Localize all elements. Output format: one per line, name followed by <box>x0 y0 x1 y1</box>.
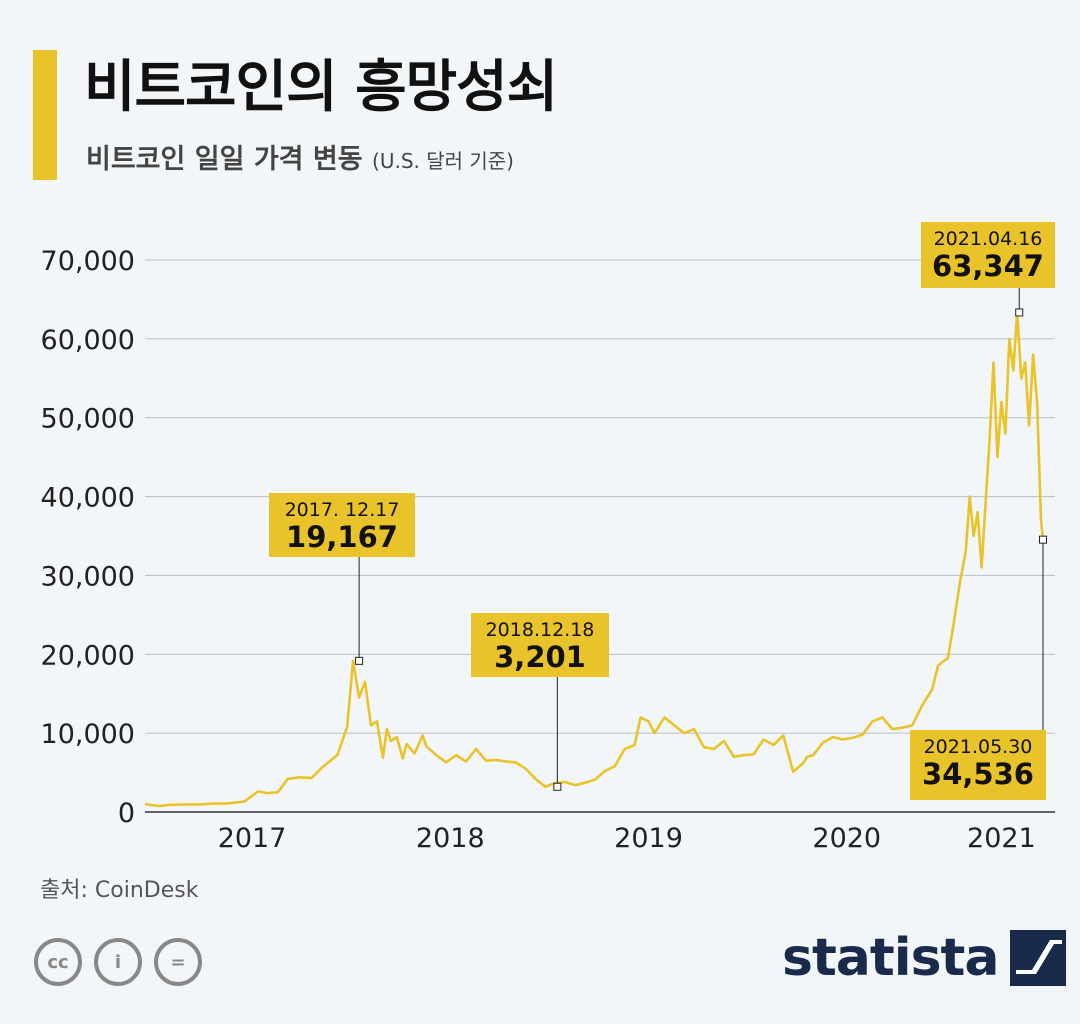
annotation-date: 2017. 12.17 <box>285 499 400 521</box>
annotation-marker <box>1039 535 1048 544</box>
y-tick-label: 50,000 <box>41 404 135 435</box>
bitcoin-price-chart: 0 10,000 20,000 30,000 40,000 50,000 60,000 70,… <box>41 222 1055 854</box>
y-tick-label: 10,000 <box>41 719 135 750</box>
x-tick-label: 2017 <box>218 823 287 854</box>
cc-icon[interactable]: cc <box>34 938 82 986</box>
annotation-box <box>921 222 1055 288</box>
annotation-value: 19,167 <box>286 520 398 554</box>
y-tick-label: 60,000 <box>41 325 135 356</box>
subtitle-unit: (U.S. 달러 기준) <box>372 149 514 173</box>
attribution-icon[interactable]: i <box>94 938 142 986</box>
annotation-value: 34,536 <box>922 757 1034 791</box>
annotation-box <box>910 730 1046 800</box>
statista-logo-icon <box>1010 930 1067 986</box>
statista-wordmark: statista <box>782 928 999 988</box>
y-tick-label: 30,000 <box>41 561 135 592</box>
x-tick-label: 2018 <box>416 823 485 854</box>
annotation-marker <box>553 782 562 791</box>
y-tick-label: 20,000 <box>41 640 135 671</box>
x-tick-label: 2021 <box>967 823 1036 854</box>
x-tick-label: 2020 <box>812 823 881 854</box>
chart-title: 비트코인의 흥망성쇠 <box>84 55 558 120</box>
source-note: 출처: CoinDesk <box>40 878 199 903</box>
subtitle-text: 비트코인 일일 가격 변동 <box>86 144 363 175</box>
y-tick-label: 70,000 <box>41 246 135 277</box>
statista-logo[interactable]: statista <box>782 928 1067 988</box>
annotation-date: 2018.12.18 <box>486 619 595 641</box>
x-tick-label: 2019 <box>614 823 683 854</box>
annotation-box <box>471 613 609 677</box>
license-icons: cc i = <box>34 938 202 986</box>
chart-subtitle: 비트코인 일일 가격 변동 (U.S. 달러 기준) <box>86 140 514 181</box>
annotation-callout: 2018.12.183,201 <box>471 613 609 791</box>
y-tick-label: 0 <box>118 798 135 829</box>
accent-bar <box>33 50 57 180</box>
annotation-value: 63,347 <box>932 249 1044 283</box>
x-axis: 2017 2018 2019 2020 2021 <box>218 823 1036 854</box>
y-tick-label: 40,000 <box>41 483 135 514</box>
no-derivatives-icon[interactable]: = <box>154 938 202 986</box>
annotation-date: 2021.04.16 <box>934 228 1043 250</box>
annotation-box <box>269 493 415 557</box>
grid-lines <box>145 259 1055 813</box>
annotation-marker <box>355 656 364 665</box>
price-series-line <box>144 311 1045 808</box>
annotation-marker <box>1015 308 1024 317</box>
y-axis: 0 10,000 20,000 30,000 40,000 50,000 60,000 70,… <box>41 246 135 829</box>
annotation-date: 2021.05.30 <box>924 736 1033 758</box>
annotation-value: 3,201 <box>494 640 586 674</box>
